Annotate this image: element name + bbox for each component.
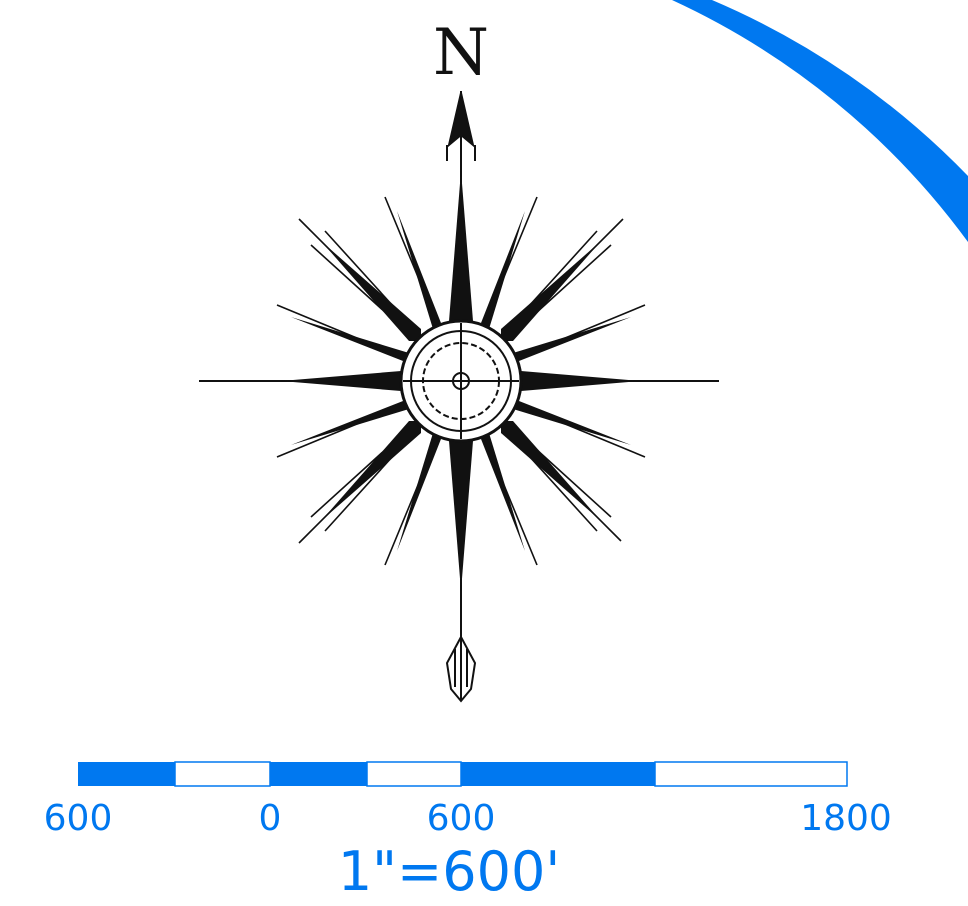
compass-rose-icon bbox=[199, 91, 719, 703]
north-label: N bbox=[433, 16, 489, 90]
scale-bar-segment bbox=[78, 762, 175, 786]
scale-tick-label: 0 bbox=[259, 798, 282, 839]
scale-bar-segment bbox=[174, 761, 271, 787]
map-neatline-arc bbox=[672, 0, 968, 242]
scale-bar-segment bbox=[461, 762, 655, 786]
scale-tick-label: 600 bbox=[427, 798, 496, 839]
scale-tick-label: 600 bbox=[44, 798, 113, 839]
scale-tick-label: 1800 bbox=[800, 798, 892, 839]
scale-bar-segment bbox=[654, 761, 848, 787]
scale-bar bbox=[78, 761, 848, 787]
scale-bar-segment bbox=[366, 761, 462, 787]
scale-ratio: 1"=600' bbox=[338, 840, 560, 903]
scale-bar-segment bbox=[270, 762, 367, 786]
